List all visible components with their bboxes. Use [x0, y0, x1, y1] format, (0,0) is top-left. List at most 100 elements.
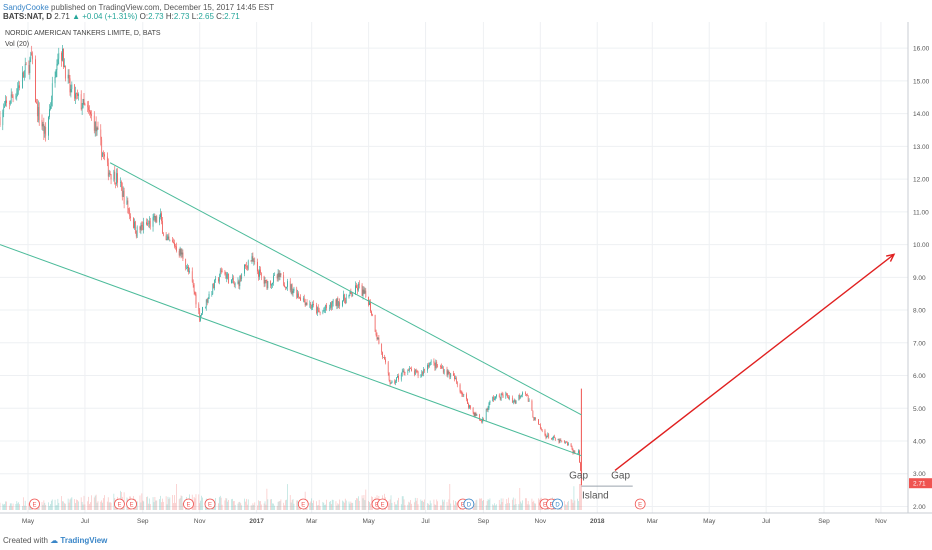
candle-body: [441, 366, 442, 369]
candle-body: [274, 275, 275, 277]
candle-body: [101, 139, 103, 157]
candle-body: [278, 272, 280, 277]
candle-body: [362, 289, 364, 296]
volume-bar: [358, 500, 360, 510]
candle-body: [102, 153, 104, 157]
symbol-quote-line: BATS:NAT, D 2.71 ▲ +0.04 (+1.31%) O:2.73…: [3, 12, 240, 21]
event-markers: E E E E E E E E E E E ED D: [29, 498, 646, 510]
candle-body: [198, 304, 200, 311]
candle-body: [539, 424, 540, 425]
volume-bar: [93, 497, 95, 510]
candle-body: [120, 181, 122, 187]
candle-body: [332, 299, 334, 304]
candle-body: [481, 420, 482, 422]
candle-body: [162, 221, 163, 234]
candle-body: [193, 284, 195, 292]
volume-bar: [272, 503, 273, 510]
volume-bar: [324, 504, 326, 510]
volume-bar: [70, 498, 72, 510]
candle-body: [410, 368, 411, 369]
candle-body: [185, 258, 187, 269]
volume-bar: [408, 501, 410, 510]
candle-body: [370, 302, 371, 312]
volume-bar: [421, 501, 423, 510]
volume-bar: [528, 504, 530, 510]
volume-bar: [139, 495, 141, 510]
candle-body: [422, 371, 424, 374]
volume-bar: [447, 505, 449, 510]
candle-body: [383, 357, 384, 358]
ohlc-close: 2.71: [224, 12, 240, 21]
candle-body: [127, 200, 129, 210]
volume-bar: [538, 498, 539, 510]
x-tick-label: Jul: [762, 518, 771, 525]
volume-bar: [279, 501, 281, 510]
volume-bar: [95, 494, 97, 510]
candle-body: [525, 392, 526, 395]
candle-body: [279, 273, 281, 277]
volume-bar: [143, 501, 145, 510]
candle-body: [212, 283, 214, 294]
volume-bar: [498, 499, 500, 510]
candle-body: [404, 372, 406, 373]
candle-body: [123, 190, 125, 204]
candle-body: [186, 268, 187, 269]
volume-bar: [227, 501, 229, 510]
volume-bar: [499, 504, 501, 510]
volume-bar: [215, 497, 216, 510]
y-tick-label: 14.00: [913, 111, 930, 118]
candle-body: [96, 127, 98, 132]
volume-bar: [417, 504, 419, 510]
volume-bar: [226, 498, 228, 510]
volume-bar: [259, 501, 260, 510]
candle-body: [51, 83, 53, 101]
candle-body: [441, 367, 443, 369]
candle-body: [326, 305, 327, 309]
candle-body: [91, 114, 92, 116]
candle-body: [401, 371, 403, 375]
candle-body: [376, 335, 378, 340]
time-axis[interactable]: May Jul Sep Nov 2017 Mar May Jul Sep Nov 2018 Mar Ma…: [22, 518, 888, 525]
volume-bar: [453, 500, 454, 510]
candle-body: [304, 300, 306, 306]
candle-body: [479, 414, 481, 420]
volume-bar: [442, 501, 444, 510]
candle-body: [214, 279, 215, 289]
volume-bar: [388, 503, 390, 510]
volume-bar: [415, 500, 417, 510]
candle-body: [554, 437, 556, 440]
candle-body: [345, 297, 347, 304]
volume-bar: [76, 499, 77, 510]
volume-bar: [362, 498, 364, 510]
volume-bar: [289, 495, 291, 510]
candle-body: [436, 362, 438, 367]
price-axis[interactable]: 2.00 3.00 4.00 5.00 6.00 7.00 8.00 9.00 10.00 11.…: [909, 46, 932, 511]
candle-body: [231, 279, 232, 284]
candle-body: [325, 305, 327, 311]
volume-bar: [316, 505, 318, 510]
candle-body: [573, 451, 575, 454]
candle-body: [246, 266, 248, 269]
volume-bar: [148, 498, 150, 510]
candle-body: [343, 294, 345, 301]
candle-body: [24, 64, 26, 72]
candle-body: [558, 439, 560, 443]
candle-body: [312, 304, 313, 308]
candle-body: [351, 293, 353, 296]
ohlc-low: 2.65: [198, 12, 214, 21]
volume-bar: [239, 501, 241, 510]
candle-body: [68, 74, 70, 79]
candle-body: [343, 294, 344, 301]
tradingview-brand[interactable]: TradingView: [60, 536, 108, 545]
candle-body: [338, 302, 340, 307]
candle-body: [534, 417, 536, 421]
volume-bar: [330, 504, 332, 510]
candle-body: [114, 171, 116, 184]
volume-bar: [240, 503, 242, 510]
candle-body: [247, 260, 249, 269]
volume-bar: [193, 496, 195, 510]
volume-bar: [495, 505, 496, 510]
publisher-link[interactable]: SandyCooke: [3, 3, 49, 12]
